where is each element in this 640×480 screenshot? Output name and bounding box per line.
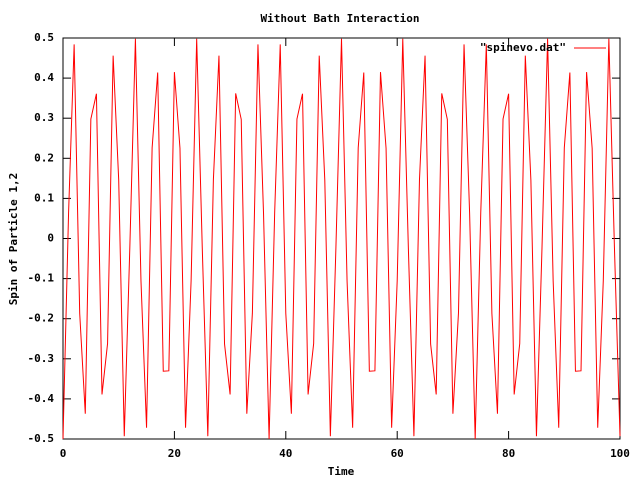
y-tick-label: 0.3 bbox=[34, 111, 54, 124]
y-tick-label: -0.3 bbox=[28, 352, 55, 365]
x-tick-label: 20 bbox=[168, 447, 181, 460]
y-tick-label: 0.4 bbox=[34, 71, 54, 84]
y-tick-label: -0.1 bbox=[28, 272, 55, 285]
y-tick-label: -0.5 bbox=[28, 432, 55, 445]
x-tick-label: 60 bbox=[391, 447, 404, 460]
y-tick-label: -0.4 bbox=[28, 392, 55, 405]
x-tick-label: 100 bbox=[610, 447, 630, 460]
x-tick-label: 80 bbox=[502, 447, 515, 460]
y-tick-label: 0.2 bbox=[34, 151, 54, 164]
data-line bbox=[62, 38, 621, 440]
y-axis-label: Spin of Particle 1,2 bbox=[7, 173, 20, 305]
y-tick-label: 0 bbox=[47, 232, 54, 245]
plot-frame bbox=[62, 37, 621, 440]
y-tick-label: 0.1 bbox=[34, 191, 54, 204]
x-tick-label: 40 bbox=[279, 447, 292, 460]
chart-title: Without Bath Interaction bbox=[261, 12, 420, 25]
x-tick-label: 0 bbox=[60, 447, 67, 460]
x-axis-label: Time bbox=[328, 465, 355, 478]
y-tick-label: -0.2 bbox=[28, 312, 55, 325]
legend-label: "spinevo.dat" bbox=[480, 41, 566, 54]
y-tick-label: 0.5 bbox=[34, 31, 54, 44]
